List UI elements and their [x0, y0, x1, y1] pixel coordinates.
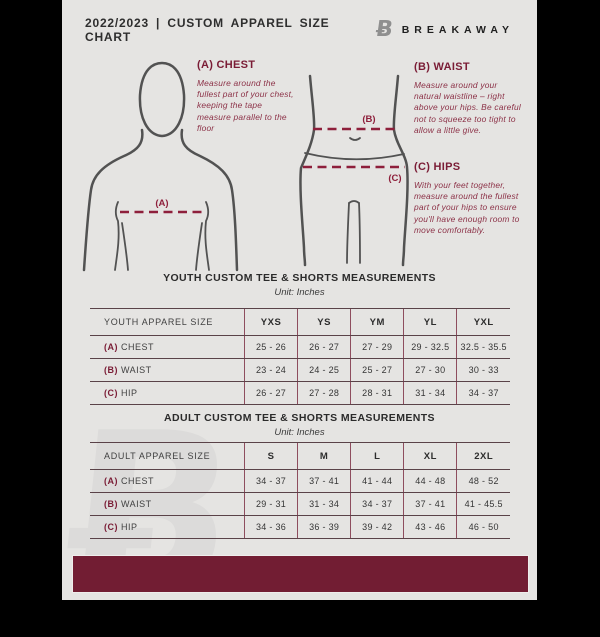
measurement-value-cell: 34 - 37	[350, 492, 404, 516]
size-header-row: ADULT APPAREL SIZE S M L XL 2XL	[90, 442, 510, 470]
size-column-header: YXL	[456, 308, 510, 336]
header: 2022/2023 | CUSTOM APPAREL SIZE CHART Ƀ …	[85, 16, 514, 44]
size-column-header: YS	[297, 308, 351, 336]
measurement-value-cell: 31 - 34	[403, 381, 457, 405]
adult-table-title: ADULT CUSTOM TEE & SHORTS MEASUREMENTS	[164, 412, 435, 424]
measurement-row: (B) WAIST 29 - 31 31 - 34 34 - 37 37 - 41 41 …	[90, 492, 510, 516]
measurement-row: (A) CHEST 34 - 37 37 - 41 41 - 44 44 - 48 48 …	[90, 469, 510, 493]
adult-table-unit: Unit: Inches	[274, 427, 325, 438]
lower-body-figure: (B) (C)	[299, 74, 409, 267]
size-column-header: 2XL	[456, 442, 510, 470]
measurement-label-cell: (A) CHEST	[90, 469, 245, 493]
measurement-value-cell: 26 - 27	[243, 381, 298, 405]
measurement-value-cell: 48 - 52	[456, 469, 510, 493]
waist-instructions: Measure around your natural waistline – …	[414, 80, 521, 135]
brand-lockup: Ƀ BREAKAWAY	[374, 17, 514, 42]
footer-bar	[72, 555, 529, 593]
youth-table-title: YOUTH CUSTOM TEE & SHORTS MEASUREMENTS	[163, 272, 436, 284]
measurement-label-cell: (C) HIP	[90, 381, 245, 405]
measurement-row: (C) HIP 26 - 27 27 - 28 28 - 31 31 - 34 34 - …	[90, 381, 510, 405]
waist-guide: (B) WAIST Measure around your natural wa…	[414, 61, 526, 136]
measurement-label-cell: (B) WAIST	[90, 358, 245, 382]
measurement-value-cell: 24 - 25	[297, 358, 351, 382]
measurement-value-cell: 27 - 28	[297, 381, 351, 405]
measurement-value-cell: 41 - 44	[350, 469, 404, 493]
measurement-value-cell: 39 - 42	[350, 515, 404, 539]
measurement-value-cell: 32.5 - 35.5	[456, 335, 510, 359]
measurement-value-cell: 29 - 32.5	[403, 335, 457, 359]
measurement-value-cell: 34 - 37	[243, 469, 298, 493]
chest-instructions: Measure around the fullest part of your …	[197, 78, 294, 133]
measurement-value-cell: 25 - 27	[350, 358, 404, 382]
size-column-header: XL	[403, 442, 457, 470]
measurement-value-cell: 44 - 48	[403, 469, 457, 493]
waist-line-label: (B)	[362, 114, 375, 125]
size-column-header: S	[243, 442, 298, 470]
measurement-row: (B) WAIST 23 - 24 24 - 25 25 - 27 27 - 30 30 …	[90, 358, 510, 382]
chest-guide: (A) CHEST Measure around the fullest par…	[197, 59, 297, 134]
measurement-value-cell: 27 - 29	[350, 335, 404, 359]
youth-table-unit: Unit: Inches	[274, 287, 325, 298]
page-title: 2022/2023 | CUSTOM APPAREL SIZE CHART	[85, 16, 330, 44]
size-column-header: YL	[403, 308, 457, 336]
measurement-value-cell: 26 - 27	[297, 335, 351, 359]
measurement-value-cell: 23 - 24	[243, 358, 298, 382]
measurement-value-cell: 30 - 33	[456, 358, 510, 382]
hip-line-label: (C)	[388, 173, 401, 184]
measurement-label-cell: (C) HIP	[90, 515, 245, 539]
chest-line-label: (A)	[155, 198, 168, 209]
measurement-value-cell: 34 - 36	[243, 515, 298, 539]
measurement-value-cell: 41 - 45.5	[456, 492, 510, 516]
measurement-row: (A) CHEST 25 - 26 26 - 27 27 - 29 29 - 32.5 3…	[90, 335, 510, 359]
size-column-header: L	[350, 442, 404, 470]
hips-guide: (C) HIPS With your feet together, measur…	[414, 161, 530, 236]
measurement-label-cell: (B) WAIST	[90, 492, 245, 516]
size-chart-page: 2022/2023 | CUSTOM APPAREL SIZE CHART Ƀ …	[57, 0, 537, 637]
measurement-value-cell: 28 - 31	[350, 381, 404, 405]
breakaway-logo-icon: Ƀ	[374, 17, 395, 42]
size-column-header: YM	[350, 308, 404, 336]
brand-name: BREAKAWAY	[401, 24, 514, 36]
hips-heading: (C) HIPS	[414, 161, 461, 173]
measurement-value-cell: 27 - 30	[403, 358, 457, 382]
waist-heading: (B) WAIST	[414, 61, 470, 73]
torso-figure: (A)	[82, 61, 239, 272]
measurement-value-cell: 43 - 46	[403, 515, 457, 539]
measurement-value-cell: 36 - 39	[297, 515, 351, 539]
measurement-value-cell: 29 - 31	[243, 492, 298, 516]
chest-heading: (A) CHEST	[197, 59, 256, 71]
apparel-size-label-cell: ADULT APPAREL SIZE	[90, 442, 245, 470]
size-column-header: M	[297, 442, 351, 470]
measurement-value-cell: 37 - 41	[403, 492, 457, 516]
measurement-value-cell: 31 - 34	[297, 492, 351, 516]
size-header-row: YOUTH APPAREL SIZE YXS YS YM YL YXL	[90, 308, 510, 336]
apparel-size-label-cell: YOUTH APPAREL SIZE	[90, 308, 245, 336]
hips-instructions: With your feet together, measure around …	[414, 180, 520, 235]
adult-size-table: ADULT APPAREL SIZE S M L XL 2XL (A) CHEST 34 - …	[90, 442, 510, 539]
size-column-header: YXS	[243, 308, 298, 336]
measurement-value-cell: 46 - 50	[456, 515, 510, 539]
measurement-label-cell: (A) CHEST	[90, 335, 245, 359]
measurement-value-cell: 37 - 41	[297, 469, 351, 493]
measurement-value-cell: 25 - 26	[243, 335, 298, 359]
measurement-row: (C) HIP 34 - 36 36 - 39 39 - 42 43 - 46 46 - …	[90, 515, 510, 539]
measurement-value-cell: 34 - 37	[456, 381, 510, 405]
youth-size-table: YOUTH APPAREL SIZE YXS YS YM YL YXL (A) CHEST 2…	[90, 308, 510, 405]
